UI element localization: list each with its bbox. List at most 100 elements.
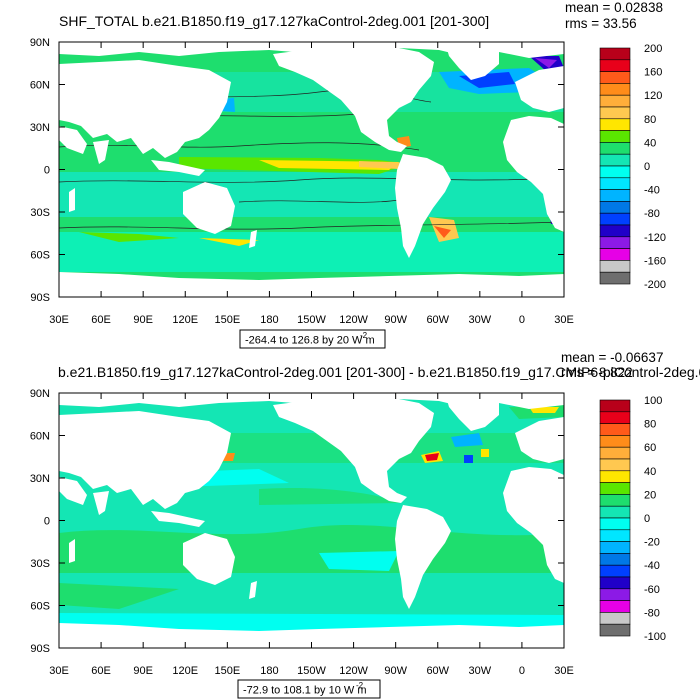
map-plot: 90N 60N 30N 0 30S 60S 90S 30E 60E 90E 120E 150E 180…: [30, 388, 574, 677]
colorbar-swatch: [599, 399, 631, 413]
colorbar-swatch: [599, 59, 631, 72]
colorbar-label: -120: [644, 232, 666, 244]
range-label-exponent: -2: [360, 331, 368, 340]
colorbar-label: -80: [644, 607, 660, 619]
colorbar-swatch: [599, 271, 631, 285]
colorbar-swatch: [599, 600, 631, 613]
colorbar-swatch: [599, 612, 631, 625]
colorbar-label: 100: [644, 395, 662, 407]
colorbar-swatch: [599, 177, 631, 190]
colorbar-label: 160: [644, 67, 662, 79]
colorbar-swatch: [599, 435, 631, 448]
colorbar-swatch: [599, 94, 631, 108]
colorbar-label: -100: [644, 631, 666, 643]
lon-label: 60W: [426, 314, 449, 326]
colorbar-swatch: [599, 236, 631, 249]
lon-label: 180: [260, 314, 278, 326]
axis-ticks: [58, 41, 565, 298]
lon-label: 60E: [91, 314, 111, 326]
lat-label: 30S: [30, 207, 50, 219]
panel-bottom: b.e21.B1850.f19_g17.127kaControl-2deg.00…: [30, 350, 700, 699]
colorbar-swatch: [599, 588, 631, 601]
lon-label: 90E: [133, 665, 153, 677]
lat-label: 90S: [30, 643, 50, 655]
lat-label: 0: [44, 165, 50, 177]
colorbar-swatch: [599, 553, 631, 566]
colorbar-swatch: [599, 623, 631, 637]
lon-axis-labels: 30E 60E 90E 120E 150E 180 150W 120W 90W 60W 30W 0 30…: [49, 665, 574, 677]
colorbar-swatch: [599, 446, 631, 460]
colorbar-swatch: [599, 541, 631, 554]
lat-axis-labels: 90N 60N 30N 0 30S 60S 90S: [30, 388, 50, 655]
colorbar-swatch: [599, 248, 631, 261]
range-label-box: -72.9 to 108.1 by 10 W m -2: [237, 679, 381, 699]
lat-label: 60S: [30, 601, 50, 613]
colorbar-swatch: [599, 47, 631, 61]
colorbar-swatch: [599, 576, 631, 590]
colorbar-swatch: [599, 494, 631, 507]
lon-label: 0: [519, 665, 525, 677]
lon-label: 30E: [554, 314, 574, 326]
lon-label: 0: [519, 314, 525, 326]
colorbar-swatch: [599, 71, 631, 84]
mean-stat: mean = -0.06637: [561, 350, 663, 365]
colorbar-swatch: [599, 118, 631, 131]
colorbar-swatch: [599, 142, 631, 155]
colorbar-label: 80: [644, 114, 656, 126]
lon-label: 60W: [426, 665, 449, 677]
colorbar-label: 120: [644, 90, 662, 102]
colorbar-swatch: [599, 130, 631, 143]
lat-axis-labels: 90N 60N 30N 0 30S 60S 90S: [30, 37, 50, 304]
colorbar-swatch: [599, 201, 631, 214]
lon-label: 90W: [384, 314, 407, 326]
colorbar-swatch: [599, 212, 631, 226]
colorbar-swatch: [599, 153, 631, 167]
colorbar: 200 160 120 80 40 0 -40 -80 -120 -160 -200: [599, 43, 666, 291]
lat-label: 30N: [30, 473, 50, 485]
rms-stat: rms = 33.56: [565, 16, 637, 31]
colorbar-swatch: [599, 189, 631, 202]
lat-label: 30S: [30, 558, 50, 570]
colorbar-label: 200: [644, 43, 662, 55]
colorbar-label: -20: [644, 537, 660, 549]
lon-label: 120W: [339, 665, 368, 677]
lat-label: 90S: [30, 292, 50, 304]
lon-label: 30E: [49, 314, 69, 326]
lon-label: 150W: [297, 665, 326, 677]
colorbar-swatch: [599, 106, 631, 120]
colorbar-swatch: [599, 458, 631, 472]
colorbar-label: 80: [644, 419, 656, 431]
colorbar-label: -160: [644, 255, 666, 267]
colorbar-swatch: [599, 517, 631, 531]
colorbar-swatch: [599, 470, 631, 483]
lon-label: 120W: [339, 314, 368, 326]
colorbar-label: -60: [644, 584, 660, 596]
colorbar-label: 40: [644, 137, 656, 149]
lon-label: 30E: [554, 665, 574, 677]
colorbar-label: -80: [644, 208, 660, 220]
lat-label: 90N: [30, 37, 50, 49]
colorbar-label: 0: [644, 161, 650, 173]
colorbar-label: 20: [644, 489, 656, 501]
rms-stat: rms = 8.822: [561, 365, 633, 380]
lat-label: 60N: [30, 431, 50, 443]
colorbar-label: 0: [644, 513, 650, 525]
mean-stat: mean = 0.02838: [565, 0, 663, 15]
range-label: -264.4 to 126.8 by 20 W m: [245, 335, 375, 347]
lon-label: 120E: [172, 314, 198, 326]
lon-label: 90W: [384, 665, 407, 677]
lat-label: 60S: [30, 250, 50, 262]
lon-label: 150W: [297, 314, 326, 326]
lat-label: 0: [44, 516, 50, 528]
axis-ticks: [58, 392, 565, 649]
colorbar-swatch: [599, 260, 631, 273]
lon-label: 30W: [469, 314, 492, 326]
lon-label: 30W: [469, 665, 492, 677]
map-plot: 90N 60N 30N 0 30S 60S 90S 30E 60E 90E 120E 150E 180…: [30, 37, 574, 326]
colorbar-swatch: [599, 529, 631, 542]
lon-axis-labels: 30E 60E 90E 120E 150E 180 150W 120W 90W 60W 30W 0 30…: [49, 314, 574, 326]
lat-label: 60N: [30, 80, 50, 92]
colorbar-swatch: [599, 224, 631, 238]
colorbar-swatch: [599, 165, 631, 179]
